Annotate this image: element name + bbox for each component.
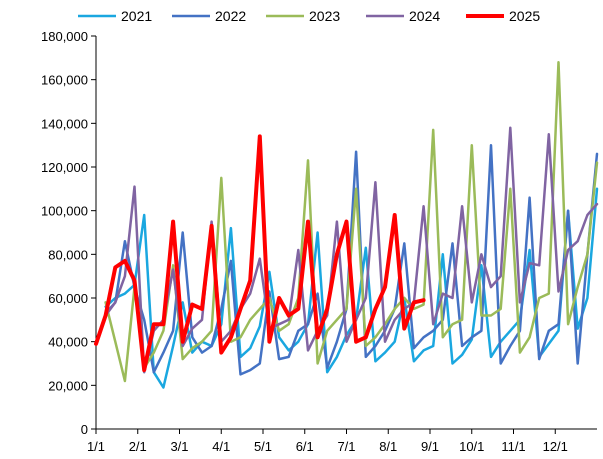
x-tick-label: 11/1 [501, 439, 525, 454]
x-tick-label: 3/1 [170, 439, 188, 454]
x-axis: 1/1 2/1 3/1 4/1 5/1 6/1 7/1 8/1 9/1 10/1 11/1 12/1 [87, 428, 597, 454]
y-tick-label: 100,000 [41, 204, 88, 219]
x-tick-label: 4/1 [212, 439, 230, 454]
y-tick-label: 60,000 [48, 291, 88, 306]
y-tick-label: 20,000 [48, 378, 88, 393]
x-tick-label: 9/1 [421, 439, 439, 454]
y-tick-label: 140,000 [41, 116, 88, 131]
legend-label-2022: 2022 [215, 8, 246, 24]
x-tick-label: 12/1 [543, 439, 568, 454]
series-layer [94, 60, 599, 389]
series-line-2022 [104, 143, 599, 376]
series-line-2023 [104, 60, 599, 383]
legend-label-2024: 2024 [409, 8, 440, 24]
x-tick-label: 10/1 [459, 439, 484, 454]
y-tick-label: 40,000 [48, 335, 88, 350]
legend-label-2023: 2023 [309, 8, 340, 24]
legend-label-2025: 2025 [509, 8, 540, 24]
x-tick-label: 8/1 [379, 439, 397, 454]
y-axis: 0 20,000 40,000 60,000 80,000 100,000 120,000 1… [41, 29, 97, 437]
y-tick-label: 0 [81, 422, 88, 437]
x-tick-label: 5/1 [254, 439, 272, 454]
y-tick-label: 180,000 [41, 29, 88, 44]
legend-label-2021: 2021 [121, 8, 152, 24]
y-tick-label: 80,000 [48, 247, 88, 262]
series-line-2024 [104, 126, 599, 374]
x-tick-label: 7/1 [337, 439, 355, 454]
series-line-2025 [94, 134, 426, 373]
x-tick-label: 6/1 [296, 439, 314, 454]
x-tick-label: 2/1 [129, 439, 147, 454]
legend: 2021 2022 2023 2024 2025 [78, 8, 540, 24]
x-tick-label: 1/1 [87, 439, 105, 454]
y-tick-label: 160,000 [41, 73, 88, 88]
y-tick-label: 120,000 [41, 160, 88, 175]
